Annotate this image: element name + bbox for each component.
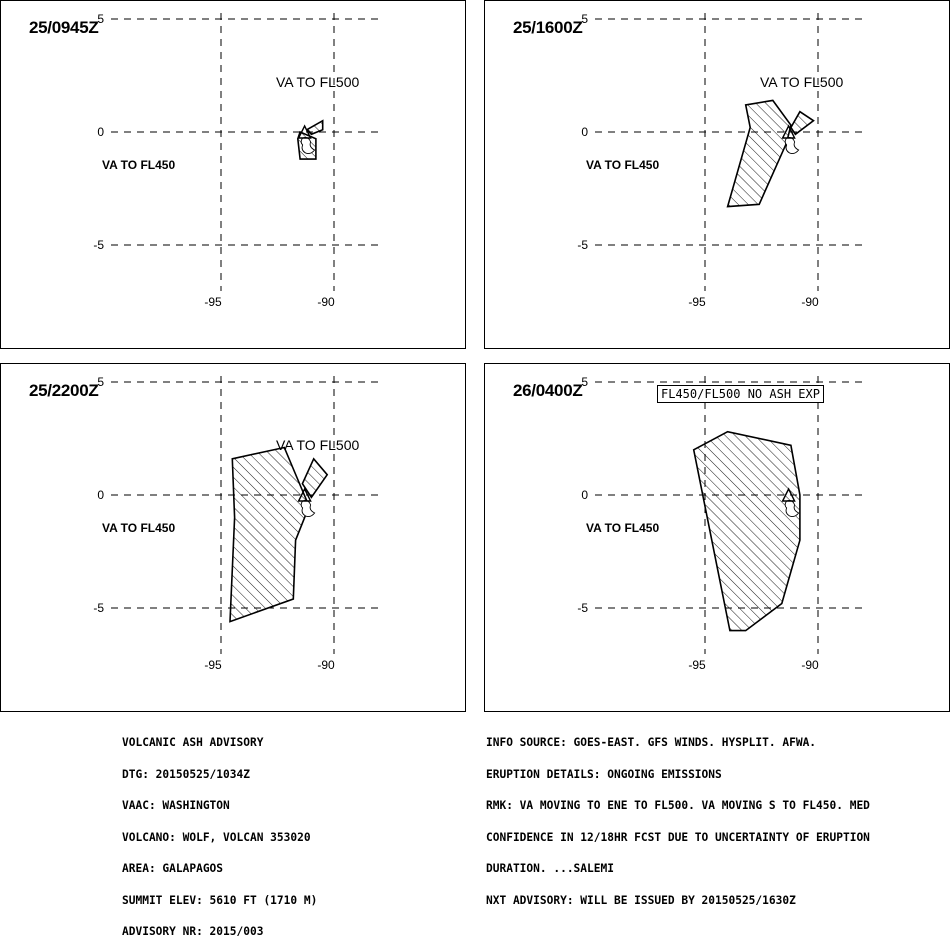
advisory-line: CONFIDENCE IN 12/18HR FCST DUE TO UNCERT… [486, 830, 870, 844]
advisory-line: ERUPTION DETAILS: ONGOING EMISSIONS [486, 767, 722, 781]
ash-area-lower [692, 430, 801, 632]
lat-tick-label: 0 [97, 488, 104, 502]
advisory-line: SUMMIT ELEV: 5610 FT (1710 M) [122, 893, 318, 907]
lon-tick-label: -95 [204, 658, 222, 672]
advisory-line: VOLCANO: WOLF, VOLCAN 353020 [122, 830, 311, 844]
ash-area-lower [726, 99, 792, 208]
panel-time-label: 26/0400Z [513, 381, 583, 400]
upper-layer-label: VA TO FL500 [276, 437, 359, 453]
lat-tick-label: 5 [581, 375, 588, 389]
advisory-line: AREA: GALAPAGOS [122, 862, 224, 875]
map-plot-1: 5 0 -5 -95 -90 VA TO FL500 VA TO FL450 [93, 12, 383, 309]
upper-layer-label: VA TO FL500 [760, 74, 843, 90]
panel-time-label: 25/2200Z [29, 381, 99, 400]
lon-tick-label: -90 [801, 658, 819, 672]
forecast-panel-3: 5 0 -5 -95 -90 VA TO FL500 VA TO FL450 25/2200… [0, 363, 466, 712]
lat-tick-label: -5 [577, 601, 588, 615]
ash-area-lower [229, 446, 310, 623]
volcano-icon [297, 124, 312, 139]
lon-tick-label: -90 [801, 295, 819, 309]
advisory-line: DTG: 20150525/1034Z [122, 767, 250, 781]
advisory-line: DURATION. ...SALEMI [486, 862, 614, 875]
lower-layer-label: VA TO FL450 [102, 521, 175, 535]
lat-tick-label: 0 [97, 125, 104, 139]
ash-area-upper [789, 110, 815, 136]
volcano-icon [781, 124, 796, 139]
advisory-right-block: INFO SOURCE: GOES-EAST. GFS WINDS. HYSPL… [486, 717, 870, 917]
lat-tick-label: 0 [581, 488, 588, 502]
panel-time-label: 25/1600Z [513, 18, 583, 37]
lower-layer-label: VA TO FL450 [102, 158, 175, 172]
panel-time-label: 25/0945Z [29, 18, 99, 37]
advisory-line: VAAC: WASHINGTON [122, 799, 230, 812]
advisory-line: ADVISORY NR: 2015/003 [122, 925, 264, 938]
no-ash-note-box: FL450/FL500 NO ASH EXP [657, 385, 824, 403]
volcano-icon [297, 487, 312, 502]
map-plot-2: 5 0 -5 -95 -90 VA TO FL500 VA TO FL450 [577, 12, 867, 309]
volcano-icon [781, 487, 796, 502]
ash-area-upper [301, 457, 329, 499]
lat-tick-label: 5 [581, 12, 588, 26]
lower-layer-label: VA TO FL450 [586, 158, 659, 172]
advisory-line: NXT ADVISORY: WILL BE ISSUED BY 20150525… [486, 893, 796, 907]
lon-tick-label: -95 [204, 295, 222, 309]
lat-tick-label: -5 [577, 238, 588, 252]
lon-tick-label: -90 [317, 658, 335, 672]
lon-tick-label: -95 [688, 295, 706, 309]
advisory-left-block: VOLCANIC ASH ADVISORY DTG: 20150525/1034… [122, 717, 317, 948]
island-outline [784, 137, 800, 155]
forecast-panel-2: 5 0 -5 -95 -90 VA TO FL500 VA TO FL450 25/1600… [484, 0, 950, 349]
ash-area-upper [305, 119, 324, 136]
lat-tick-label: 5 [97, 12, 104, 26]
lat-tick-label: 0 [581, 125, 588, 139]
lat-tick-label: -5 [93, 238, 104, 252]
lon-tick-label: -90 [317, 295, 335, 309]
lat-tick-label: 5 [97, 375, 104, 389]
forecast-panel-1: 5 0 -5 -95 -90 VA TO FL500 VA TO FL450 25/0945… [0, 0, 466, 349]
map-plot-3: 5 0 -5 -95 -90 VA TO FL500 VA TO FL450 [93, 375, 383, 672]
advisory-line: INFO SOURCE: GOES-EAST. GFS WINDS. HYSPL… [486, 736, 817, 749]
lon-tick-label: -95 [688, 658, 706, 672]
lat-tick-label: -5 [93, 601, 104, 615]
island-outline [300, 137, 316, 155]
map-plot-4: 5 0 -5 -95 -90 VA TO FL450 [577, 375, 867, 672]
advisory-line: VOLCANIC ASH ADVISORY [122, 736, 264, 749]
island-outline [784, 500, 800, 518]
advisory-line: RMK: VA MOVING TO ENE TO FL500. VA MOVIN… [486, 799, 870, 812]
lower-layer-label: VA TO FL450 [586, 521, 659, 535]
island-outline [300, 500, 316, 518]
upper-layer-label: VA TO FL500 [276, 74, 359, 90]
forecast-panel-4: 5 0 -5 -95 -90 VA TO FL450 26/0400Z FL450/FL5… [484, 363, 950, 712]
